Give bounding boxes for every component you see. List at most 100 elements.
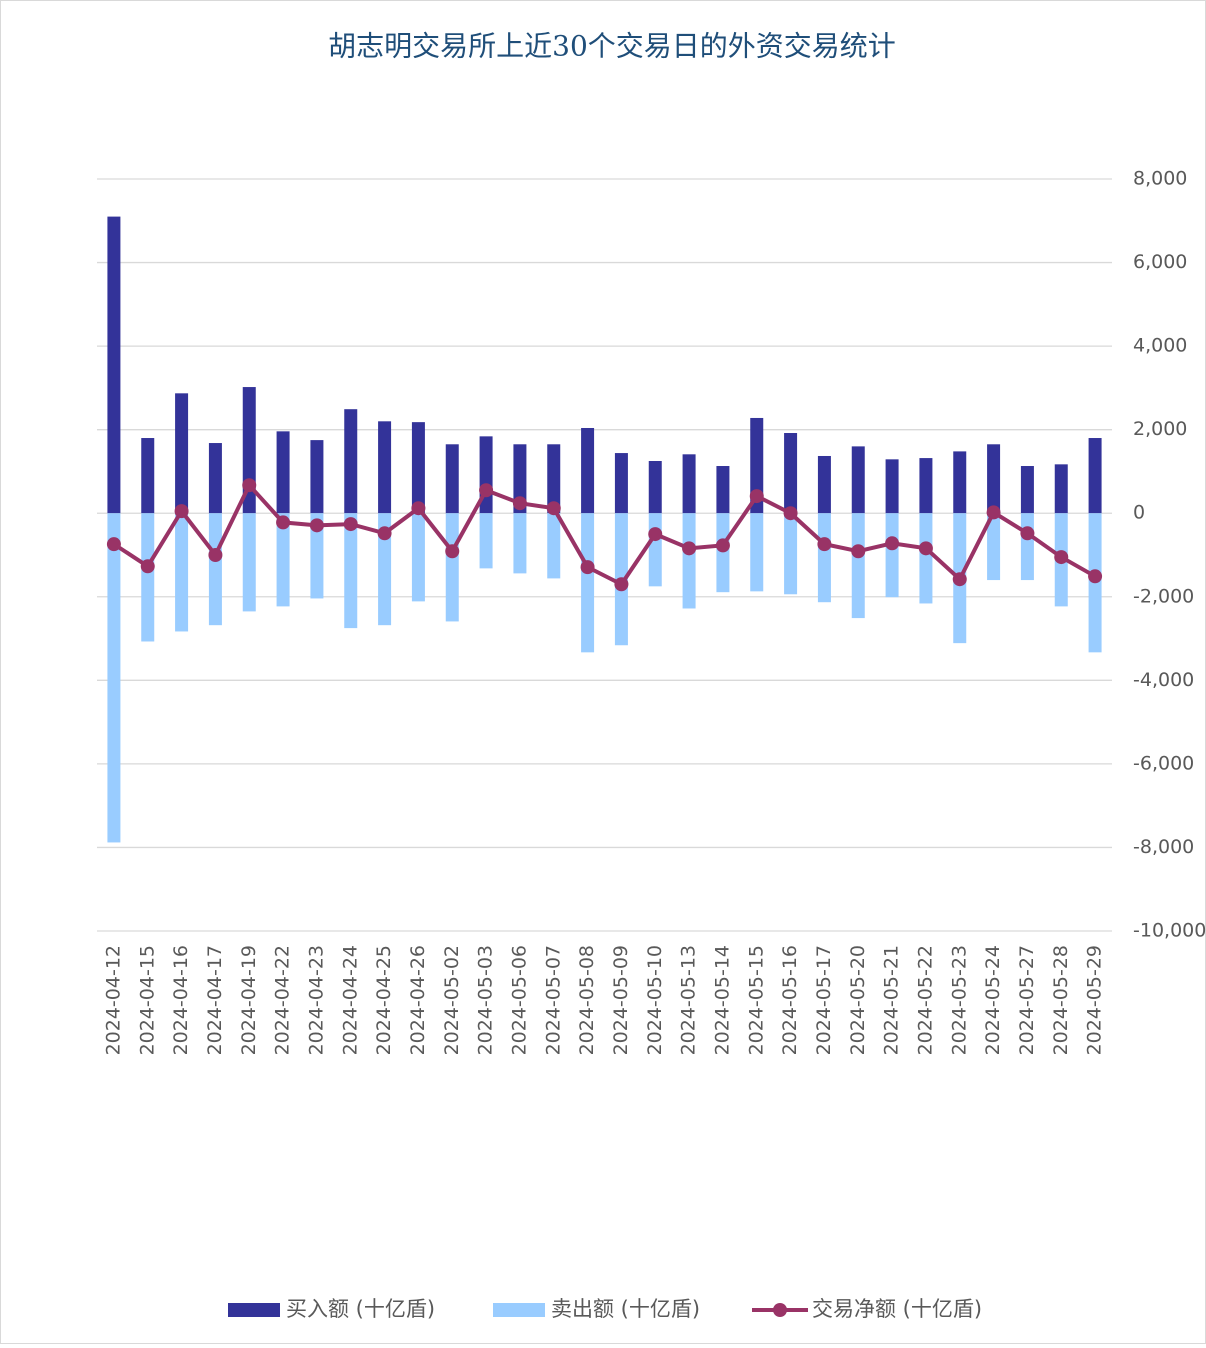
bar xyxy=(547,444,561,514)
marker xyxy=(783,506,798,521)
bar xyxy=(310,440,324,514)
marker xyxy=(986,505,1001,520)
x-tick-label: 2024-05-23 xyxy=(948,945,970,1055)
bar xyxy=(208,443,222,514)
bar xyxy=(716,466,730,514)
marker xyxy=(1054,550,1069,565)
bar xyxy=(344,409,358,514)
marker xyxy=(580,560,595,575)
marker xyxy=(140,559,155,574)
bar xyxy=(784,433,798,514)
bar xyxy=(378,513,392,626)
x-tick-label: 2024-04-15 xyxy=(136,945,158,1055)
x-tick-label: 2024-05-21 xyxy=(881,945,903,1055)
x-tick-label: 2024-05-22 xyxy=(914,945,936,1055)
x-tick-label: 2024-05-14 xyxy=(711,945,733,1055)
x-tick-label: 2024-04-17 xyxy=(204,945,226,1055)
marker xyxy=(1088,569,1103,584)
bar xyxy=(953,451,967,514)
bar xyxy=(276,513,290,607)
marker xyxy=(242,478,257,493)
x-tick-label: 2024-05-10 xyxy=(644,945,666,1055)
x-tick-label: 2024-04-24 xyxy=(339,945,361,1055)
marker xyxy=(445,544,460,559)
marker xyxy=(479,483,494,498)
line xyxy=(112,481,1097,587)
bar xyxy=(885,513,899,598)
bar xyxy=(141,438,155,514)
y-tick-label: -2,000 xyxy=(1133,585,1194,607)
legend-swatch xyxy=(228,1303,280,1317)
bar xyxy=(987,444,1001,514)
x-tick-label: 2024-05-13 xyxy=(678,945,700,1055)
bar xyxy=(817,455,831,514)
y-tick-label: 0 xyxy=(1133,502,1145,524)
bar xyxy=(141,513,155,642)
y-tick-label: 8,000 xyxy=(1133,168,1187,190)
marker xyxy=(309,518,324,533)
x-tick-label: 2024-05-06 xyxy=(508,945,530,1055)
bar xyxy=(648,513,662,587)
bar xyxy=(107,513,121,843)
bar xyxy=(1020,513,1034,581)
bar xyxy=(648,461,662,514)
marker xyxy=(614,577,629,592)
bar xyxy=(411,513,425,602)
bar xyxy=(445,513,459,622)
bar xyxy=(175,513,189,632)
bar xyxy=(581,427,595,514)
bar xyxy=(750,417,764,514)
bar xyxy=(175,393,189,514)
marker xyxy=(885,536,900,551)
bar xyxy=(242,513,256,612)
x-tick-label: 2024-04-26 xyxy=(407,945,429,1055)
marker xyxy=(817,537,832,552)
legend-swatch xyxy=(493,1303,545,1317)
marker xyxy=(276,515,291,530)
bar xyxy=(784,513,798,595)
bar xyxy=(614,453,628,514)
legend-swatch xyxy=(773,1303,787,1317)
bar xyxy=(1020,466,1034,514)
x-tick-label: 2024-04-22 xyxy=(272,945,294,1055)
x-tick-label: 2024-05-17 xyxy=(813,945,835,1055)
legend-label: 买入额 (十亿盾) xyxy=(286,1297,435,1321)
bar xyxy=(817,513,831,603)
marker xyxy=(682,541,697,556)
x-tick-label: 2024-05-09 xyxy=(610,945,632,1055)
bar xyxy=(513,513,527,574)
bar xyxy=(716,513,730,593)
bar xyxy=(411,422,425,514)
marker xyxy=(952,572,967,587)
bar xyxy=(107,216,121,514)
bar xyxy=(310,513,324,599)
marker xyxy=(749,489,764,504)
y-tick-label: -4,000 xyxy=(1133,669,1194,691)
x-tick-label: 2024-05-16 xyxy=(779,945,801,1055)
x-tick-label: 2024-05-27 xyxy=(1016,945,1038,1055)
y-tick-label: -6,000 xyxy=(1133,752,1194,774)
x-tick-label: 2024-05-29 xyxy=(1084,945,1106,1055)
x-tick-label: 2024-04-12 xyxy=(102,945,124,1055)
marker xyxy=(411,501,426,516)
bar xyxy=(851,513,865,619)
marker xyxy=(715,538,730,553)
x-tick-label: 2024-04-16 xyxy=(170,945,192,1055)
marker xyxy=(851,544,866,559)
marker xyxy=(648,527,663,542)
x-tick-label: 2024-04-25 xyxy=(373,945,395,1055)
bar xyxy=(919,513,933,604)
x-tick-label: 2024-05-15 xyxy=(745,945,767,1055)
bar xyxy=(987,513,1001,581)
x-tick-label: 2024-05-08 xyxy=(576,945,598,1055)
bar xyxy=(344,513,358,629)
x-tick-label: 2024-04-19 xyxy=(238,945,260,1055)
x-tick-label: 2024-05-24 xyxy=(982,945,1004,1055)
bar xyxy=(378,421,392,514)
bar xyxy=(851,446,865,514)
x-tick-label: 2024-05-03 xyxy=(475,945,497,1055)
bar xyxy=(919,458,933,514)
bar xyxy=(513,444,527,514)
